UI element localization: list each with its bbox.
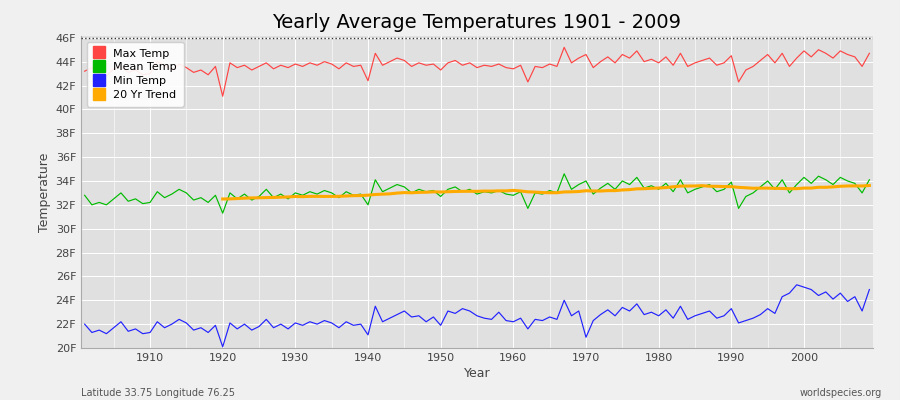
Title: Yearly Average Temperatures 1901 - 2009: Yearly Average Temperatures 1901 - 2009 <box>273 13 681 32</box>
Text: worldspecies.org: worldspecies.org <box>800 388 882 398</box>
Y-axis label: Temperature: Temperature <box>39 152 51 232</box>
Legend: Max Temp, Mean Temp, Min Temp, 20 Yr Trend: Max Temp, Mean Temp, Min Temp, 20 Yr Tre… <box>86 42 184 107</box>
X-axis label: Year: Year <box>464 367 490 380</box>
Text: Latitude 33.75 Longitude 76.25: Latitude 33.75 Longitude 76.25 <box>81 388 235 398</box>
